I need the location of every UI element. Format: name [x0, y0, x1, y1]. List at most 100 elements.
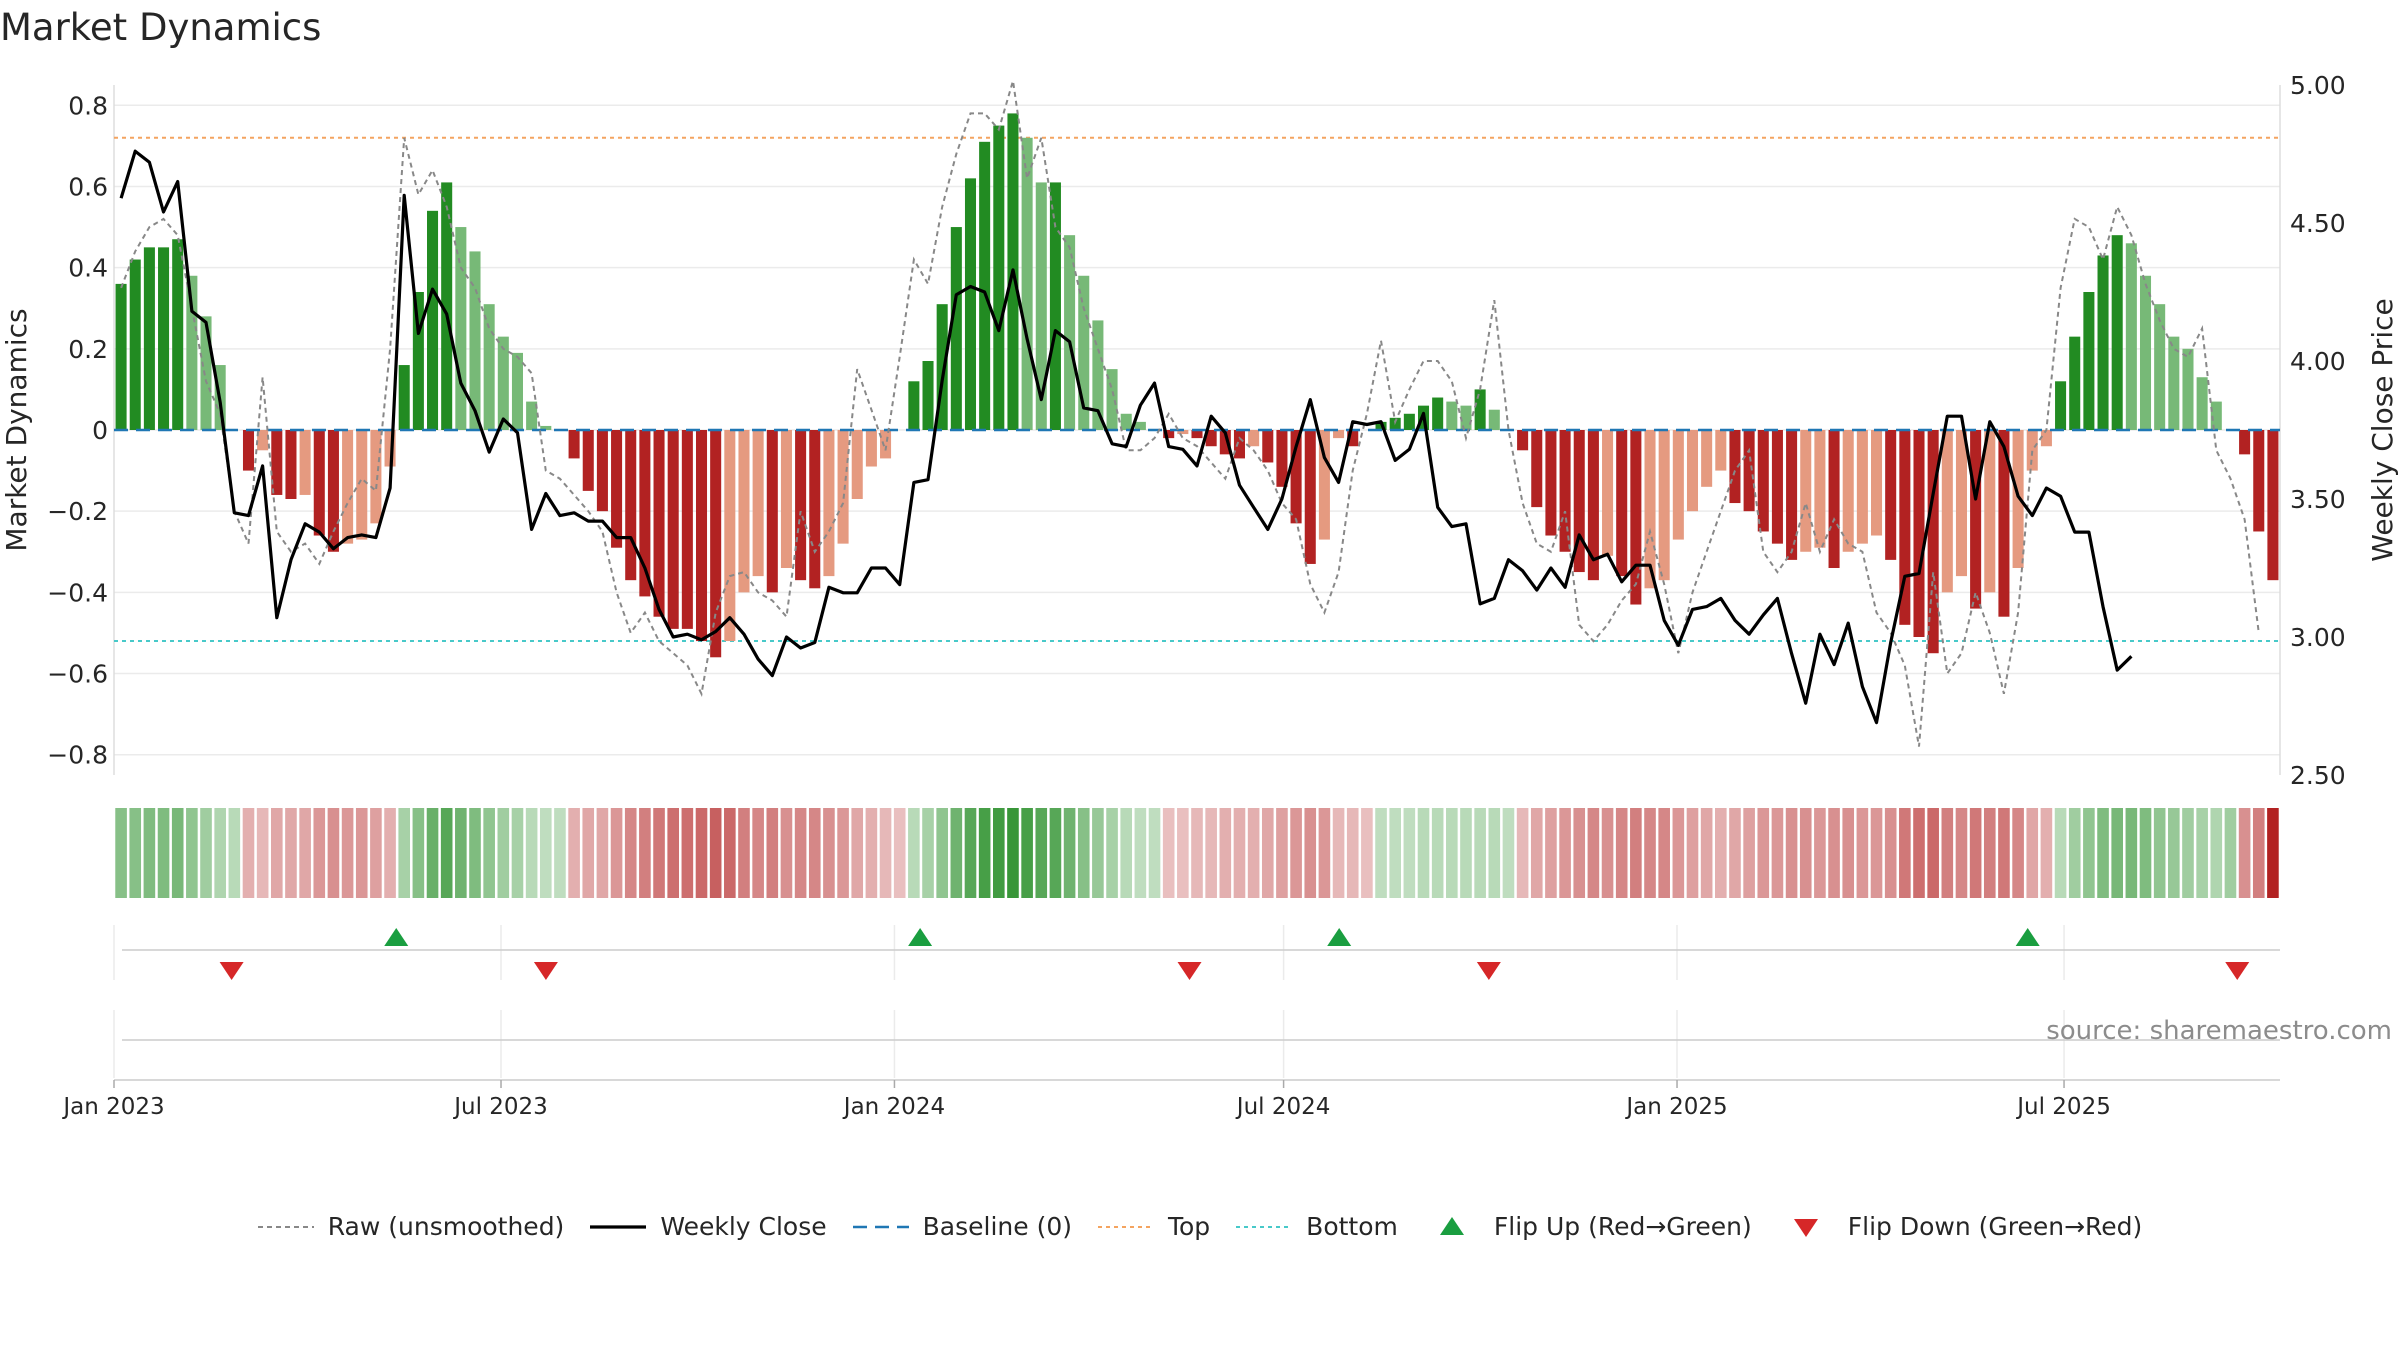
strip-cell — [355, 808, 368, 898]
strip-cell — [1998, 808, 2010, 898]
strip-cell — [327, 808, 340, 898]
bar — [129, 259, 141, 430]
bar — [964, 178, 977, 430]
strip-cell — [1771, 808, 1784, 898]
strip-cell — [370, 808, 382, 898]
intensity-strip — [115, 808, 2279, 898]
strip-cell — [936, 808, 948, 898]
strip-cell — [2040, 808, 2053, 898]
strip-cell — [214, 808, 226, 898]
strip-cell — [1700, 808, 1713, 898]
y-tick-label-left: 0.4 — [68, 254, 108, 283]
bar — [880, 430, 892, 459]
strip-cell — [1488, 808, 1501, 898]
strip-cell — [1856, 808, 1869, 898]
bar — [724, 430, 736, 642]
bar — [1771, 430, 1783, 544]
bar — [611, 430, 623, 548]
strip-cell — [525, 808, 538, 898]
bar — [186, 275, 198, 430]
x-tick-label: Jan 2024 — [842, 1094, 945, 1120]
strip-cell — [794, 808, 807, 898]
bar — [1729, 430, 1741, 504]
bar — [780, 430, 792, 568]
bar — [1927, 430, 1939, 654]
bar — [511, 352, 523, 430]
strip-cell — [455, 808, 467, 898]
bar — [1460, 405, 1472, 430]
strip-cell — [1969, 808, 1982, 898]
y-tick-label-left: −0.4 — [47, 578, 108, 607]
bar — [1630, 430, 1642, 605]
bar — [639, 430, 651, 597]
strip-cell — [1290, 808, 1302, 898]
legend-symbol — [1793, 1218, 1818, 1237]
bar — [2097, 255, 2109, 430]
bar — [851, 430, 863, 499]
strip-cell — [837, 808, 849, 898]
bar — [342, 430, 354, 544]
strip-cell — [1134, 808, 1147, 898]
strip-cell — [1261, 808, 1274, 898]
strip-cell — [412, 808, 425, 898]
strip-cell — [992, 808, 1005, 898]
strip-cell — [1913, 808, 1925, 898]
y-tick-label-right: 3.50 — [2290, 485, 2346, 514]
strip-cell — [738, 808, 750, 898]
strip-cell — [752, 808, 764, 898]
bar — [1233, 430, 1245, 459]
strip-cell — [908, 808, 920, 898]
bar — [398, 365, 410, 430]
strip-cell — [1191, 808, 1203, 898]
bar — [1757, 430, 1769, 532]
strip-cell — [1785, 808, 1798, 898]
bar — [2267, 430, 2279, 581]
y-tick-label-left: 0 — [92, 416, 108, 445]
legend-item: Raw (unsmoothed) — [257, 1212, 564, 1241]
strip-cell — [497, 808, 510, 898]
bar — [738, 430, 750, 593]
bar — [200, 316, 212, 430]
bar — [1403, 413, 1415, 430]
strip-cell — [2026, 808, 2039, 898]
y-tick-label-left: 0.2 — [68, 335, 108, 364]
strip-cell — [568, 808, 580, 898]
strip-cell — [1559, 808, 1571, 898]
bar — [497, 336, 509, 430]
flip-down-marker — [219, 962, 244, 980]
strip-cell — [157, 808, 170, 898]
legend-item: Baseline (0) — [852, 1212, 1072, 1241]
bar — [1814, 430, 1826, 548]
bar — [285, 430, 297, 499]
strip-cell — [1007, 808, 1019, 898]
strip-cell — [582, 808, 595, 898]
legend-label: Bottom — [1306, 1212, 1398, 1241]
strip-cell — [539, 808, 552, 898]
bar — [1941, 430, 1953, 593]
y-tick-label-left: 0.8 — [68, 91, 108, 120]
bar — [483, 304, 495, 430]
bar — [1885, 430, 1897, 560]
bar — [568, 430, 580, 459]
strip-cell — [2125, 808, 2138, 898]
legend-symbol — [1097, 1225, 1154, 1228]
strip-cell — [1417, 808, 1430, 898]
strip-cell — [483, 808, 495, 898]
strip-cell — [115, 808, 127, 898]
strip-cell — [1729, 808, 1741, 898]
strip-cell — [1530, 808, 1543, 898]
bar — [469, 251, 481, 430]
strip-cell — [1601, 808, 1614, 898]
strip-cell — [270, 808, 283, 898]
strip-cell — [1842, 808, 1855, 898]
bar — [1446, 401, 1458, 430]
x-tick-label: Jan 2023 — [61, 1094, 164, 1120]
bar — [115, 283, 127, 430]
strip-cell — [469, 808, 481, 898]
bar — [1616, 430, 1628, 577]
bar — [2168, 336, 2180, 430]
bar — [172, 239, 184, 430]
strip-cell — [1983, 808, 1996, 898]
flip-down-marker — [533, 962, 558, 980]
